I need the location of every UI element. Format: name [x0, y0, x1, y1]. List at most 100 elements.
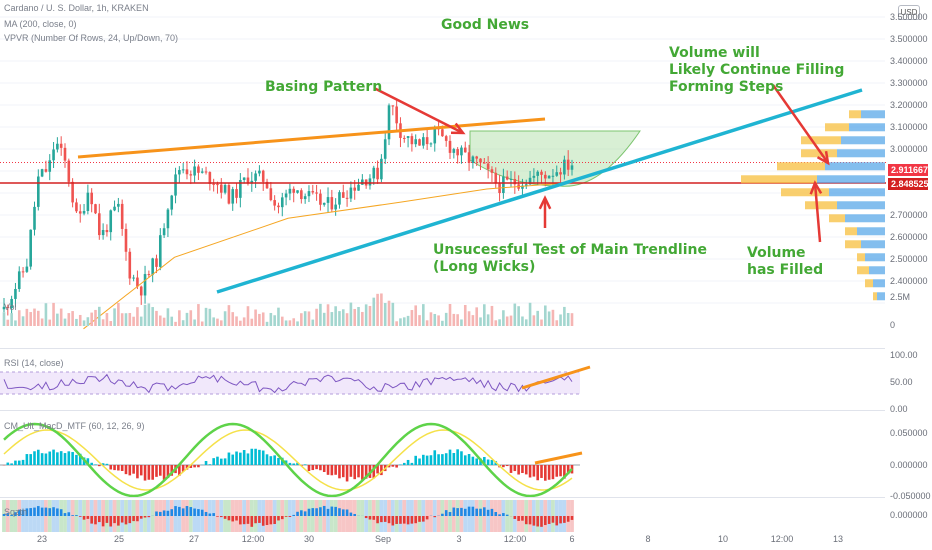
macd-histogram-bar	[242, 450, 246, 465]
sqz-histogram-bar	[380, 516, 383, 523]
annotation-line: Volume	[747, 245, 806, 261]
volume-bar	[536, 310, 539, 326]
volume-bar	[40, 318, 44, 326]
candle-body	[132, 277, 135, 279]
currency-button[interactable]: USD	[898, 5, 920, 20]
sqz-pane-label[interactable]: Sqzth	[4, 507, 28, 517]
volume-bar	[383, 302, 387, 326]
volume-bar	[505, 316, 509, 326]
sqz-histogram-bar	[86, 516, 90, 519]
sqz-histogram-bar	[200, 509, 204, 516]
volume-bar	[540, 319, 543, 326]
sqz-histogram-bar	[223, 516, 227, 519]
macd-histogram-bar	[433, 450, 437, 465]
symbol-title: Cardano / U. S. Dollar, 1h, KRAKEN	[4, 3, 149, 13]
volume-bar	[261, 312, 265, 326]
sqz-histogram-bar	[467, 506, 471, 516]
volume-bar	[341, 309, 345, 326]
macd-histogram-bar	[387, 465, 391, 468]
sqz-histogram-bar	[532, 516, 536, 526]
sqz-histogram-bar	[158, 511, 162, 516]
vp-bar-down	[829, 214, 845, 223]
sqz-histogram-bar	[463, 508, 467, 516]
sqz-histogram-bar	[2, 514, 6, 516]
volume-bar	[563, 306, 566, 326]
candle-body	[300, 190, 303, 200]
volume-bar	[143, 304, 147, 326]
sqz-histogram-bar	[208, 513, 212, 516]
macd-histogram-bar	[204, 460, 208, 465]
volume-bar	[380, 293, 383, 326]
sqz-histogram-bar	[334, 506, 337, 516]
vpvr-legend[interactable]: VPVR (Number Of Rows, 24, Up/Down, 70)	[4, 33, 179, 43]
volume-bar	[52, 302, 55, 326]
macd-histogram-bar	[376, 465, 379, 474]
sqz-histogram-bar	[21, 509, 25, 516]
candle-body	[429, 143, 433, 145]
annotation-volume-will: Volume will Likely Continue Filling Form…	[669, 45, 844, 96]
sqz-histogram-bar	[216, 516, 219, 517]
candle-body	[105, 229, 109, 233]
sqz-histogram-bar	[364, 516, 368, 519]
macd-histogram-bar	[292, 463, 296, 465]
candle-body	[372, 167, 376, 179]
sqz-histogram-bar	[265, 516, 269, 526]
candle-body	[357, 184, 360, 191]
candle-body	[67, 160, 71, 182]
macd-histogram-bar	[193, 465, 196, 468]
volume-bar	[151, 307, 154, 326]
sqz-histogram-bar	[128, 516, 132, 524]
macd-pane-label[interactable]: CM_Ult_MacD_MTF (60, 12, 26, 9)	[4, 421, 145, 431]
rsi-pane-label[interactable]: RSI (14, close)	[4, 358, 64, 368]
macd-histogram-bar	[33, 451, 36, 465]
vp-bar-up	[873, 279, 885, 288]
macd-histogram-bar	[547, 465, 551, 480]
candle-body	[143, 274, 147, 296]
macd-histogram-bar	[502, 465, 505, 468]
macd-histogram-bar	[158, 465, 162, 476]
ma-legend[interactable]: MA (200, close, 0)	[4, 19, 77, 29]
macd-histogram-bar	[322, 465, 326, 473]
sqz-histogram-bar	[75, 515, 78, 516]
volume-bar	[136, 307, 139, 326]
candle-body	[33, 206, 36, 230]
macd-histogram-bar	[265, 454, 269, 465]
pane-divider[interactable]	[0, 410, 885, 411]
sqz-histogram-bar	[284, 516, 288, 517]
candle-body	[117, 203, 120, 207]
volume-bar	[170, 316, 174, 326]
time-tick: 23	[36, 534, 48, 544]
candle-body	[456, 149, 459, 156]
pane-divider[interactable]	[0, 348, 885, 349]
macd-histogram-bar	[471, 456, 475, 465]
pane-divider[interactable]	[0, 497, 885, 498]
candle-body	[391, 105, 395, 107]
candle-body	[2, 306, 6, 310]
macd-histogram-bar	[139, 465, 143, 476]
macd-histogram-bar	[6, 462, 10, 465]
annotation-arrowhead	[538, 195, 552, 210]
candle-body	[231, 189, 235, 204]
candle-body	[284, 193, 288, 198]
macd-histogram-bar	[94, 464, 97, 465]
candle-body	[288, 188, 292, 194]
volume-bar	[521, 316, 524, 326]
candle-body	[216, 184, 219, 186]
time-tick: 12:00	[770, 534, 794, 544]
macd-histogram-bar	[40, 453, 44, 465]
volume-bar	[547, 311, 551, 326]
candle-body	[59, 143, 63, 148]
volume-bar	[197, 304, 200, 326]
macd-histogram-bar	[414, 455, 418, 465]
candle-body	[341, 192, 345, 198]
volume-bar	[200, 321, 204, 326]
sqz-histogram-bar	[524, 516, 528, 525]
candle-body	[82, 210, 86, 214]
candle-body	[40, 169, 44, 177]
candle-body	[101, 229, 105, 236]
sqz-histogram-bar	[559, 516, 562, 524]
volume-bar	[471, 315, 475, 326]
vp-bar-up	[817, 175, 885, 184]
macd-histogram-bar	[44, 453, 48, 465]
